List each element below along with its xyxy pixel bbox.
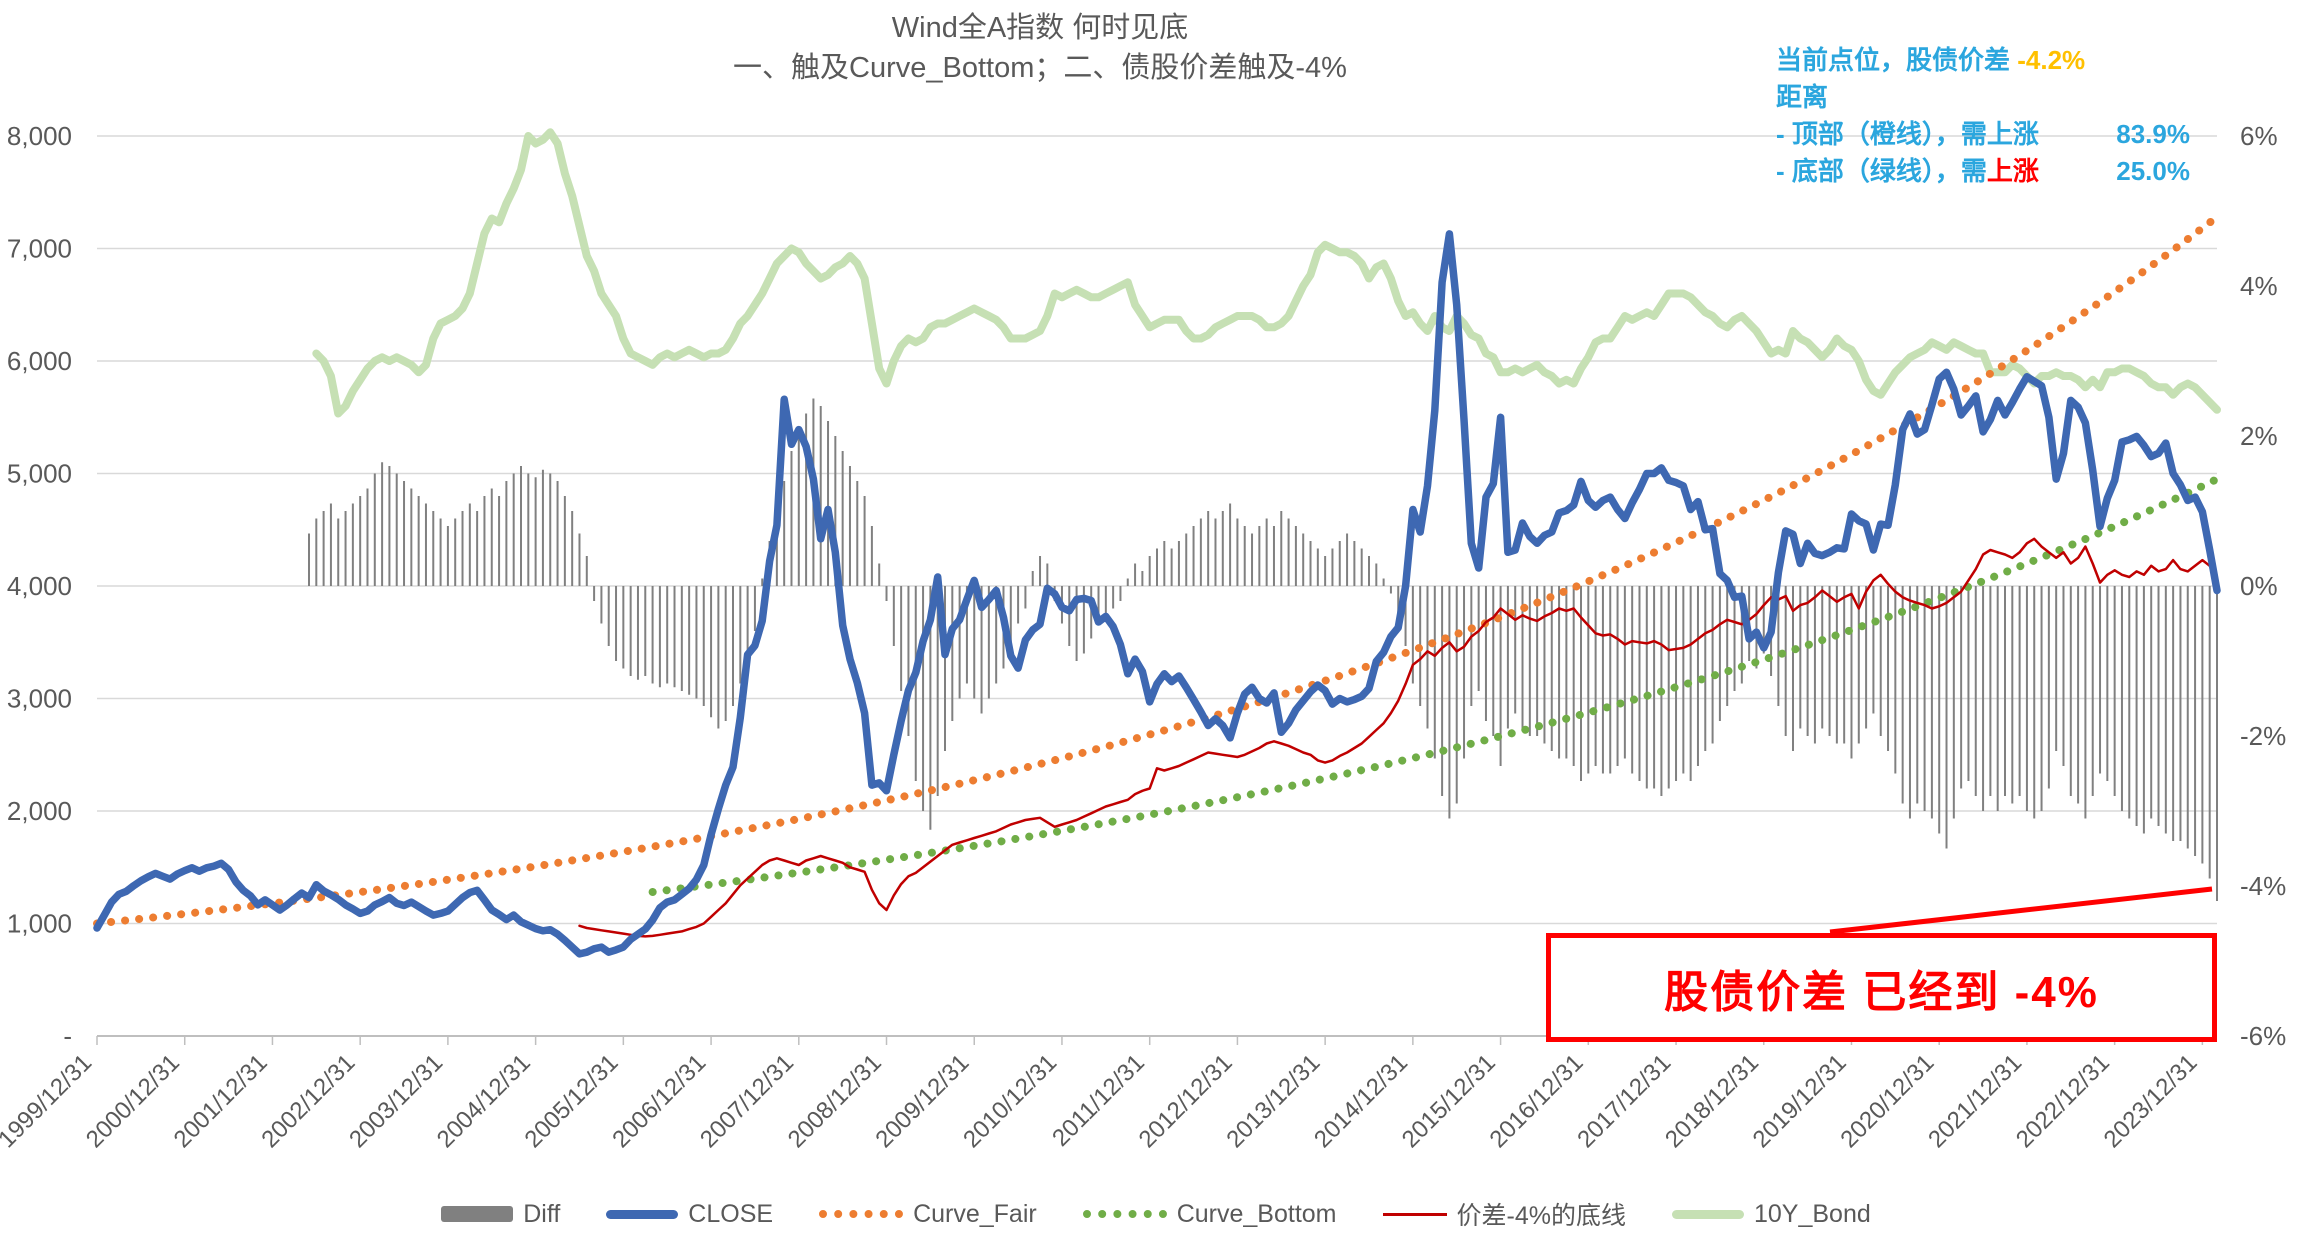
bond-swatch-icon <box>1671 1209 1744 1219</box>
legend-label-floor: 价差-4%的底线 <box>1456 1202 1626 1230</box>
svg-text:1,000: 1,000 <box>7 909 72 939</box>
chart-legend: Diff CLOSE Curve_Fair Curve_Bottom 价差-4%… <box>0 1196 2312 1232</box>
svg-text:0%: 0% <box>2240 571 2278 601</box>
svg-text:2,000: 2,000 <box>7 796 72 826</box>
annotation-bottom-distance: - 底部（绿线），需上涨 25.0% <box>1776 153 2190 190</box>
svg-text:7,000: 7,000 <box>7 234 72 264</box>
diff-swatch-icon <box>441 1206 514 1222</box>
spread-alert-box: 股债价差 已经到 -4% <box>1546 933 2217 1042</box>
legend-item-curve-fair[interactable]: Curve_Fair <box>819 1200 1037 1229</box>
legend-item-10y-bond[interactable]: 10Y_Bond <box>1671 1199 1871 1229</box>
annotation-distance-label: 距离 <box>1776 82 1829 112</box>
svg-text:-6%: -6% <box>2240 1021 2286 1051</box>
annotation-bottom-distance-value: 25.0% <box>2116 156 2190 186</box>
legend-label-diff: Diff <box>523 1199 561 1228</box>
svg-text:6%: 6% <box>2240 121 2278 151</box>
svg-text:-2%: -2% <box>2240 721 2286 751</box>
annotation-top-distance: - 顶部（橙线），需上涨 83.9% <box>1776 116 2190 153</box>
svg-text:-: - <box>63 1021 72 1051</box>
chart-title: Wind全A指数 何时见底 一、触及Curve_Bottom；二、债股价差触及-… <box>0 8 2080 88</box>
curve-bottom-swatch-icon <box>1082 1210 1167 1218</box>
chart-title-line1: Wind全A指数 何时见底 <box>891 12 1189 44</box>
legend-item-close[interactable]: CLOSE <box>606 1200 773 1229</box>
legend-label-10y-bond: 10Y_Bond <box>1753 1199 1871 1228</box>
annotation-bottom-distance-label-b: 上涨 <box>1986 156 2039 186</box>
svg-text:8,000: 8,000 <box>7 121 72 151</box>
legend-label-close: CLOSE <box>688 1199 774 1228</box>
close-swatch-icon <box>606 1209 679 1219</box>
annotation-bottom-distance-label-a: - 底部（绿线），需 <box>1776 156 1987 186</box>
floor-line-swatch-icon <box>1382 1212 1447 1216</box>
legend-label-curve-fair: Curve_Fair <box>913 1199 1037 1228</box>
annotation-current-spread-label: 当前点位，股债价差 <box>1776 45 2018 75</box>
svg-text:-4%: -4% <box>2240 871 2286 901</box>
svg-text:4,000: 4,000 <box>7 571 72 601</box>
spread-alert-text: 股债价差 已经到 -4% <box>1664 967 2099 1017</box>
annotation-current-spread-value: -4.2% <box>2017 45 2086 75</box>
svg-text:5,000: 5,000 <box>7 459 72 489</box>
chart-title-line2: 一、触及Curve_Bottom；二、债股价差触及-4% <box>733 52 1347 84</box>
legend-item-floor[interactable]: 价差-4%的底线 <box>1382 1196 1626 1232</box>
legend-item-curve-bottom[interactable]: Curve_Bottom <box>1082 1199 1337 1229</box>
svg-text:3,000: 3,000 <box>7 684 72 714</box>
current-level-annotation: 当前点位，股债价差 -4.2% 距离 - 顶部（橙线），需上涨 83.9% - 底… <box>1776 42 2190 190</box>
svg-text:2%: 2% <box>2240 421 2278 451</box>
annotation-current-spread: 当前点位，股债价差 -4.2% <box>1776 42 2190 79</box>
legend-label-curve-bottom: Curve_Bottom <box>1176 1199 1337 1228</box>
annotation-top-distance-label: - 顶部（橙线），需上涨 <box>1776 119 2039 149</box>
curve-fair-swatch-icon <box>819 1210 904 1218</box>
annotation-top-distance-value: 83.9% <box>2116 119 2190 149</box>
svg-text:6,000: 6,000 <box>7 346 72 376</box>
svg-text:4%: 4% <box>2240 271 2278 301</box>
legend-item-diff[interactable]: Diff <box>441 1200 560 1229</box>
